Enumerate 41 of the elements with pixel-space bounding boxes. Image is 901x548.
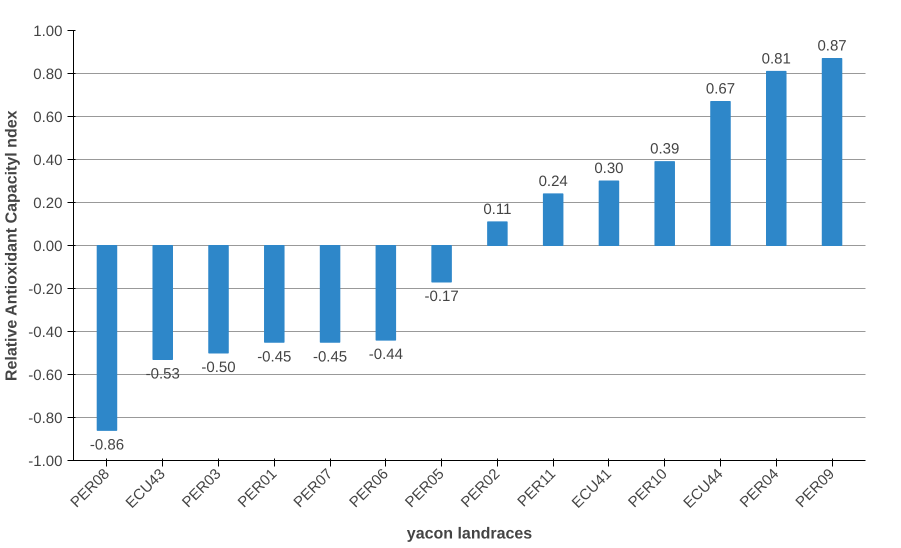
data-label: 0.30 [594,160,624,177]
bar [487,221,508,246]
data-label: -0.50 [201,359,236,376]
bar [208,245,229,354]
data-label: -0.17 [424,288,459,306]
y-tick-label: 0.20 [33,195,63,212]
y-tick-label: 0.40 [33,152,63,169]
data-label: -0.53 [146,365,180,382]
data-label: 0.24 [538,172,568,190]
data-label: 0.67 [706,80,736,98]
bar [766,70,787,246]
data-label: -0.44 [368,346,403,364]
bar [710,100,731,246]
data-label: -0.45 [257,348,292,366]
y-tick-label: -0.20 [28,281,63,298]
y-tick-label: -0.40 [28,324,63,341]
bar [654,161,675,246]
y-tick-label: -1.00 [28,453,63,470]
data-label: -0.45 [312,348,348,366]
x-axis-title: yacon landraces [406,526,532,543]
data-label: 0.87 [817,37,847,54]
y-axis-title: Relative Antioxidant Capacityl ndex [3,110,20,382]
data-label: 0.81 [762,50,791,68]
y-tick-label: -0.80 [28,410,63,427]
bar [542,193,564,246]
data-label: 0.39 [650,140,680,158]
bar [320,245,340,343]
y-tick-label: 1.00 [33,23,63,40]
bar [264,245,285,343]
bar [822,58,842,246]
bar [431,245,452,283]
data-label: -0.86 [90,436,124,454]
y-tick-label: 0.60 [33,109,63,126]
y-tick-label: 0.80 [33,66,63,83]
y-tick-label: -0.60 [28,367,63,384]
bar [96,245,118,431]
data-label: 0.11 [483,200,512,218]
bar [152,245,173,360]
bar [598,180,620,246]
y-tick-label: 0.00 [33,238,63,255]
bar [376,245,396,341]
